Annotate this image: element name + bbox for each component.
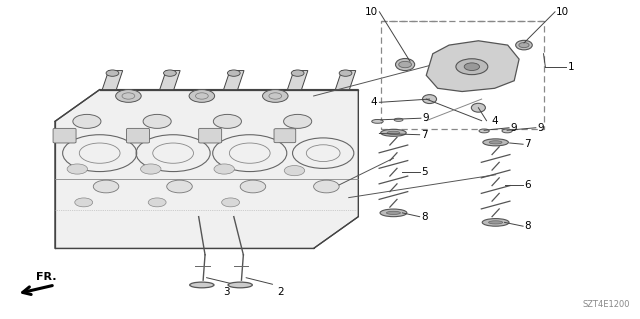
Circle shape bbox=[284, 166, 305, 176]
Ellipse shape bbox=[381, 129, 406, 136]
Ellipse shape bbox=[380, 209, 407, 217]
Text: 6: 6 bbox=[524, 180, 531, 190]
Ellipse shape bbox=[479, 129, 489, 133]
Text: 9: 9 bbox=[422, 113, 429, 123]
Circle shape bbox=[291, 70, 304, 76]
Circle shape bbox=[519, 42, 529, 48]
Text: 1: 1 bbox=[568, 63, 575, 72]
Text: 10: 10 bbox=[556, 7, 570, 17]
Ellipse shape bbox=[502, 129, 512, 133]
Ellipse shape bbox=[228, 282, 252, 288]
Text: 10: 10 bbox=[364, 7, 378, 17]
Ellipse shape bbox=[516, 40, 532, 50]
Circle shape bbox=[314, 180, 339, 193]
Circle shape bbox=[227, 70, 240, 76]
Text: 3: 3 bbox=[223, 286, 229, 297]
Ellipse shape bbox=[422, 95, 436, 104]
Ellipse shape bbox=[488, 221, 502, 224]
Circle shape bbox=[240, 180, 266, 193]
Text: 7: 7 bbox=[421, 130, 428, 140]
Polygon shape bbox=[55, 90, 358, 249]
Circle shape bbox=[148, 198, 166, 207]
Circle shape bbox=[164, 70, 176, 76]
Polygon shape bbox=[426, 41, 519, 92]
FancyBboxPatch shape bbox=[53, 128, 76, 143]
Circle shape bbox=[141, 164, 161, 174]
Circle shape bbox=[214, 164, 234, 174]
Ellipse shape bbox=[396, 58, 415, 70]
Text: 4: 4 bbox=[371, 97, 378, 107]
Ellipse shape bbox=[372, 120, 383, 123]
Circle shape bbox=[93, 180, 119, 193]
Text: 9: 9 bbox=[510, 123, 517, 133]
Circle shape bbox=[116, 90, 141, 102]
Circle shape bbox=[75, 198, 93, 207]
Circle shape bbox=[221, 198, 239, 207]
Circle shape bbox=[262, 90, 288, 102]
Ellipse shape bbox=[489, 141, 502, 144]
Circle shape bbox=[456, 59, 488, 75]
Ellipse shape bbox=[387, 211, 401, 214]
Circle shape bbox=[213, 115, 241, 128]
Ellipse shape bbox=[483, 139, 508, 146]
Circle shape bbox=[106, 70, 119, 76]
FancyBboxPatch shape bbox=[198, 128, 221, 143]
Text: 5: 5 bbox=[421, 167, 428, 177]
Circle shape bbox=[284, 115, 312, 128]
Polygon shape bbox=[287, 70, 308, 90]
Ellipse shape bbox=[482, 219, 509, 226]
Ellipse shape bbox=[394, 118, 403, 122]
FancyBboxPatch shape bbox=[127, 128, 150, 143]
Text: 2: 2 bbox=[277, 286, 284, 297]
Circle shape bbox=[339, 70, 352, 76]
FancyBboxPatch shape bbox=[274, 129, 296, 143]
Polygon shape bbox=[335, 70, 356, 90]
Text: 9: 9 bbox=[537, 123, 544, 133]
Text: SZT4E1200: SZT4E1200 bbox=[582, 300, 630, 309]
Text: FR.: FR. bbox=[36, 272, 56, 282]
Polygon shape bbox=[160, 70, 180, 90]
Circle shape bbox=[73, 115, 101, 128]
Text: 4: 4 bbox=[492, 116, 498, 126]
Ellipse shape bbox=[471, 103, 485, 112]
Circle shape bbox=[189, 90, 214, 102]
Text: 7: 7 bbox=[524, 139, 531, 149]
Ellipse shape bbox=[387, 131, 400, 134]
Text: 8: 8 bbox=[524, 221, 531, 231]
Text: 8: 8 bbox=[421, 212, 428, 222]
Circle shape bbox=[464, 63, 479, 70]
Circle shape bbox=[143, 115, 172, 128]
Polygon shape bbox=[102, 70, 123, 90]
Polygon shape bbox=[223, 70, 244, 90]
Circle shape bbox=[167, 180, 192, 193]
Circle shape bbox=[399, 61, 412, 68]
Circle shape bbox=[67, 164, 88, 174]
Ellipse shape bbox=[189, 282, 214, 288]
